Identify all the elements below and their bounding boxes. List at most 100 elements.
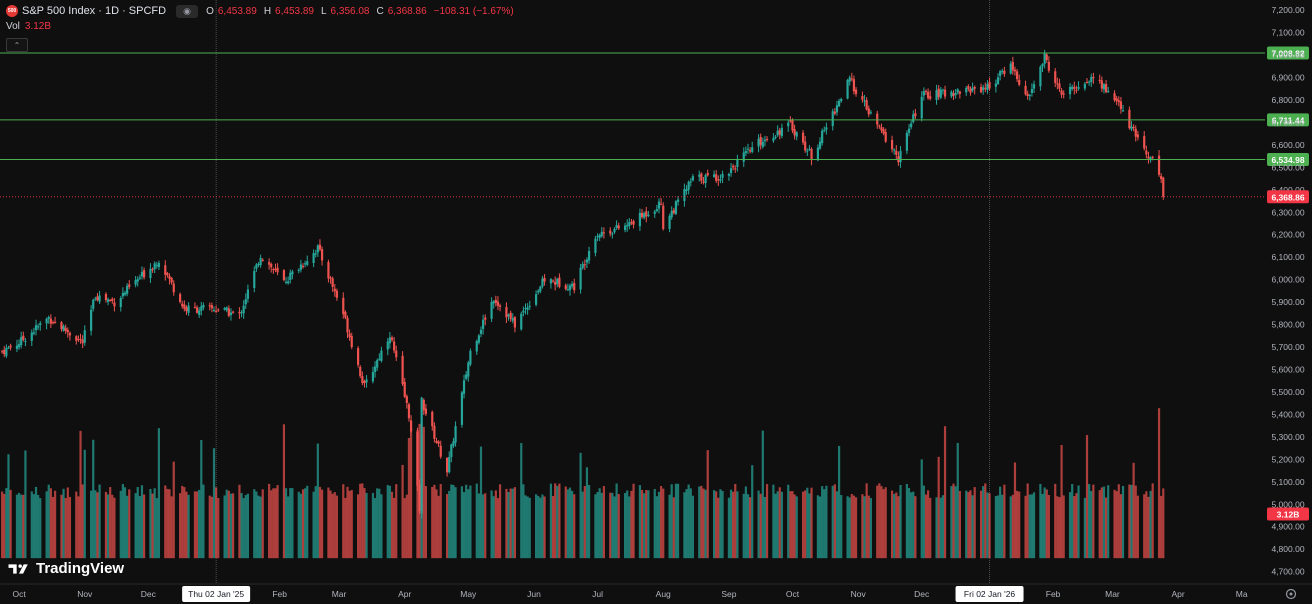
volume-bar (393, 497, 396, 559)
candle-body (92, 299, 95, 309)
volume-bar (884, 487, 887, 559)
volume-bar (780, 491, 783, 559)
candle-body (431, 411, 434, 427)
volume-bar (64, 498, 67, 559)
chevron-up-icon[interactable]: ⌃ (6, 38, 28, 52)
volume-bar (721, 490, 724, 559)
volume-bar (431, 487, 434, 559)
candle-body (982, 87, 985, 90)
volume-bar (850, 493, 853, 559)
volume-bar (68, 496, 72, 559)
candle-body (227, 308, 230, 316)
volume-bar (910, 492, 913, 559)
volume-bar (988, 493, 991, 559)
gear-icon[interactable] (1285, 588, 1297, 600)
volume-bar (878, 483, 881, 559)
candle-body (674, 201, 678, 214)
volume-bar (848, 497, 851, 559)
candle-body (121, 292, 124, 297)
candle-body (34, 325, 38, 331)
volume-bar (246, 493, 250, 559)
volume-bar (973, 487, 976, 559)
y-axis-tick-label: 5,500.00 (1271, 387, 1304, 397)
volume-bar (439, 484, 442, 559)
volume-bar (111, 494, 114, 559)
gear-icon-center (1289, 592, 1293, 596)
volume-bar (257, 495, 260, 559)
candle-body (151, 269, 154, 271)
volume-bar (880, 486, 883, 559)
volume-bar (524, 495, 527, 559)
candle-body (541, 278, 544, 287)
symbol-title[interactable]: S&P 500 Index · 1D · SPCFD (22, 5, 167, 17)
candle-body (166, 272, 169, 276)
candle-body (1043, 53, 1046, 64)
candle-body (528, 306, 531, 308)
candle-body (1088, 81, 1091, 83)
y-axis-tick-label: 5,600.00 (1271, 364, 1304, 374)
candle-body (79, 339, 82, 341)
volume-bar (1128, 484, 1131, 559)
volume-bar (327, 487, 330, 559)
volume-bar (361, 483, 364, 559)
volume-bar (37, 494, 40, 559)
x-axis-date-highlight (955, 586, 1024, 602)
volume-bar (585, 467, 589, 559)
candle-body (435, 440, 438, 443)
volume-bar (183, 487, 186, 559)
candle-body (594, 238, 597, 253)
volume-bar (717, 497, 720, 559)
y-axis-tick-label: 6,000.00 (1271, 275, 1304, 285)
candle-body (719, 179, 722, 181)
volume-bar (155, 498, 158, 559)
level-price-label: 7,008.82 (1271, 49, 1304, 59)
volume-bar (75, 491, 78, 559)
candle-body (1090, 76, 1093, 82)
volume-bar (435, 489, 438, 559)
candle-body (378, 358, 381, 360)
candle-body (9, 345, 12, 348)
candle-body (1077, 86, 1080, 89)
candle-body (3, 349, 6, 355)
eye-icon[interactable]: ◉ (176, 4, 199, 18)
volume-bar (558, 483, 561, 559)
volume-bar (1062, 495, 1065, 559)
volume-bar (509, 488, 512, 559)
candle-body (81, 339, 84, 344)
volume-bar (941, 495, 945, 559)
candle-body (958, 91, 961, 94)
candle-body (852, 79, 856, 92)
candle-body (744, 151, 747, 154)
x-axis-tick-label: May (460, 589, 477, 599)
candle-body (253, 270, 256, 288)
volume-bar (284, 488, 288, 559)
last-price-label: 6,368.86 (1271, 192, 1304, 202)
legend-header: 500 S&P 500 Index · 1D · SPCFD ◉ O 6,453… (6, 3, 517, 19)
volume-bar (24, 450, 27, 559)
candle-body (676, 199, 680, 202)
candle-body (344, 312, 347, 318)
volume-bar (952, 483, 955, 559)
candle-body (691, 176, 694, 181)
volume-bar (498, 484, 502, 559)
candle-body (306, 261, 309, 265)
volume-bar (1121, 485, 1125, 559)
volume-bar (187, 494, 190, 559)
volume-bar (231, 493, 235, 559)
tradingview-logo-icon (8, 563, 28, 574)
candle-body (585, 259, 589, 263)
candle-body (1130, 126, 1133, 130)
volume-bar (1098, 490, 1101, 559)
volume-label: Vol (6, 21, 20, 32)
candle-body (77, 338, 80, 340)
volume-bar (136, 487, 139, 559)
candle-body (1085, 81, 1089, 83)
candle-body (45, 318, 48, 324)
candle-body (732, 165, 735, 168)
volume-bar (668, 494, 671, 559)
x-axis-tick-label: Ma (1236, 589, 1248, 599)
candle-body (804, 141, 807, 151)
volume-bar (537, 495, 540, 559)
candle-body (179, 294, 182, 302)
